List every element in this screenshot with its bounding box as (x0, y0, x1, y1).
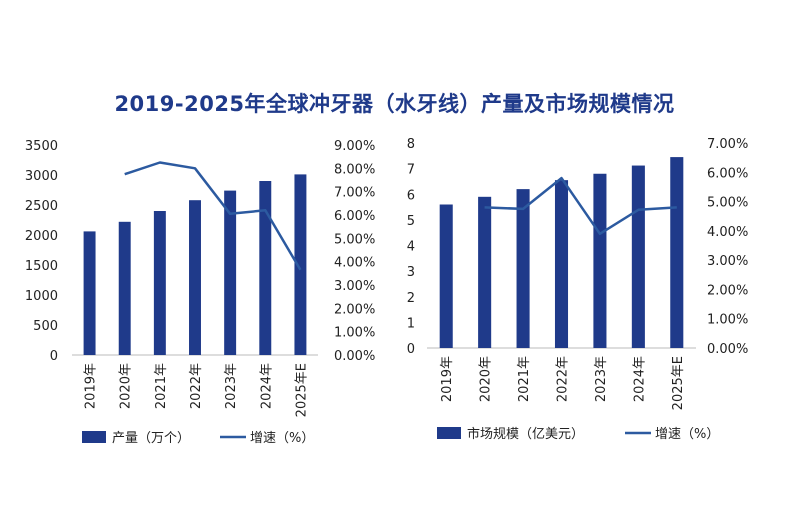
bar (593, 173, 607, 348)
x-category-label: 2021年 (154, 363, 169, 409)
bar (478, 196, 492, 348)
x-category-label: 2019年 (84, 363, 99, 409)
bar (670, 157, 684, 348)
bar (153, 211, 166, 355)
y-right-tick: 0.00% (707, 342, 748, 357)
y-right-tick: 4.00% (334, 256, 375, 271)
y-right-tick: 1.00% (707, 313, 748, 328)
bar (631, 165, 645, 348)
bar (554, 180, 569, 348)
y-right-tick: 5.00% (707, 196, 748, 211)
x-category-label: 2022年 (189, 363, 204, 409)
x-category-label: 2025年E (294, 363, 309, 417)
y-left-tick: 0 (50, 349, 58, 364)
y-right-tick: 5.00% (334, 232, 375, 247)
y-left-tick: 1500 (25, 259, 58, 274)
x-category-label: 2019年 (440, 356, 455, 402)
y-left-tick: 500 (33, 319, 58, 334)
x-category-label: 2025年E (671, 356, 686, 410)
y-right-tick: 6.00% (334, 209, 375, 224)
y-right-tick: 6.00% (707, 166, 748, 181)
y-right-tick: 1.00% (334, 326, 375, 341)
growth-line (484, 176, 677, 236)
y-left-tick: 3 (407, 265, 415, 280)
legend-line-label: 增速（%） (655, 427, 719, 442)
y-right-tick: 7.00% (707, 137, 748, 152)
y-left-tick: 1 (407, 316, 415, 331)
legend-bar-label: 产量（万个） (112, 431, 190, 446)
x-category-label: 2024年 (632, 356, 647, 402)
production-chart: 0 500 1000 1500 2000 2500 3000 3500 0.00% 1.00% 2.… (25, 139, 375, 446)
y-left-tick: 3000 (25, 169, 58, 184)
y-right-tick: 2.00% (334, 302, 375, 317)
bar (118, 221, 131, 355)
x-category-label: 2020年 (119, 363, 134, 409)
bar (224, 190, 237, 355)
y-left-tick: 2 (407, 291, 415, 306)
legend-bar-swatch (437, 427, 461, 439)
y-left-tick: 6 (407, 188, 415, 203)
x-category-label: 2024年 (259, 363, 274, 409)
bar (516, 189, 530, 348)
x-category-label: 2023年 (594, 356, 609, 402)
y-left-tick: 5 (407, 214, 415, 229)
y-left-tick: 4 (407, 240, 415, 255)
y-right-tick: 3.00% (334, 279, 375, 294)
growth-line (124, 161, 302, 271)
y-right-tick: 3.00% (707, 254, 748, 269)
bar (189, 200, 201, 355)
y-left-tick: 7 (407, 163, 415, 178)
y-left-tick: 2000 (25, 229, 58, 244)
y-right-tick: 4.00% (707, 225, 748, 240)
x-category-label: 2020年 (479, 356, 494, 402)
y-left-tick: 8 (407, 137, 415, 152)
legend-bar-label: 市场规模（亿美元） (467, 426, 584, 442)
legend-line-label: 增速（%） (250, 431, 314, 446)
x-category-label: 2021年 (517, 356, 532, 402)
y-right-tick: 7.00% (334, 186, 375, 201)
y-right-tick: 0.00% (334, 349, 375, 364)
y-right-tick: 2.00% (707, 283, 748, 298)
bar (259, 181, 272, 355)
bar (83, 231, 96, 355)
market-size-chart: 0 1 2 3 4 5 6 7 8 0.00% 1.00% 2.00% 3.00% 4.00% 5.00% 6… (407, 137, 749, 442)
x-category-label: 2023年 (224, 363, 239, 409)
x-category-label: 2022年 (556, 356, 571, 402)
legend-bar-swatch (82, 431, 106, 443)
y-left-tick: 0 (407, 342, 415, 357)
y-right-tick: 9.00% (334, 139, 375, 154)
y-left-tick: 3500 (25, 139, 58, 154)
y-right-tick: 8.00% (334, 162, 375, 177)
bar (294, 174, 307, 355)
y-left-tick: 1000 (25, 289, 58, 304)
y-left-tick: 2500 (25, 199, 58, 214)
bar (439, 204, 453, 348)
page-title: 2019-2025年全球冲牙器（水牙线）产量及市场规模情况 (114, 92, 675, 116)
